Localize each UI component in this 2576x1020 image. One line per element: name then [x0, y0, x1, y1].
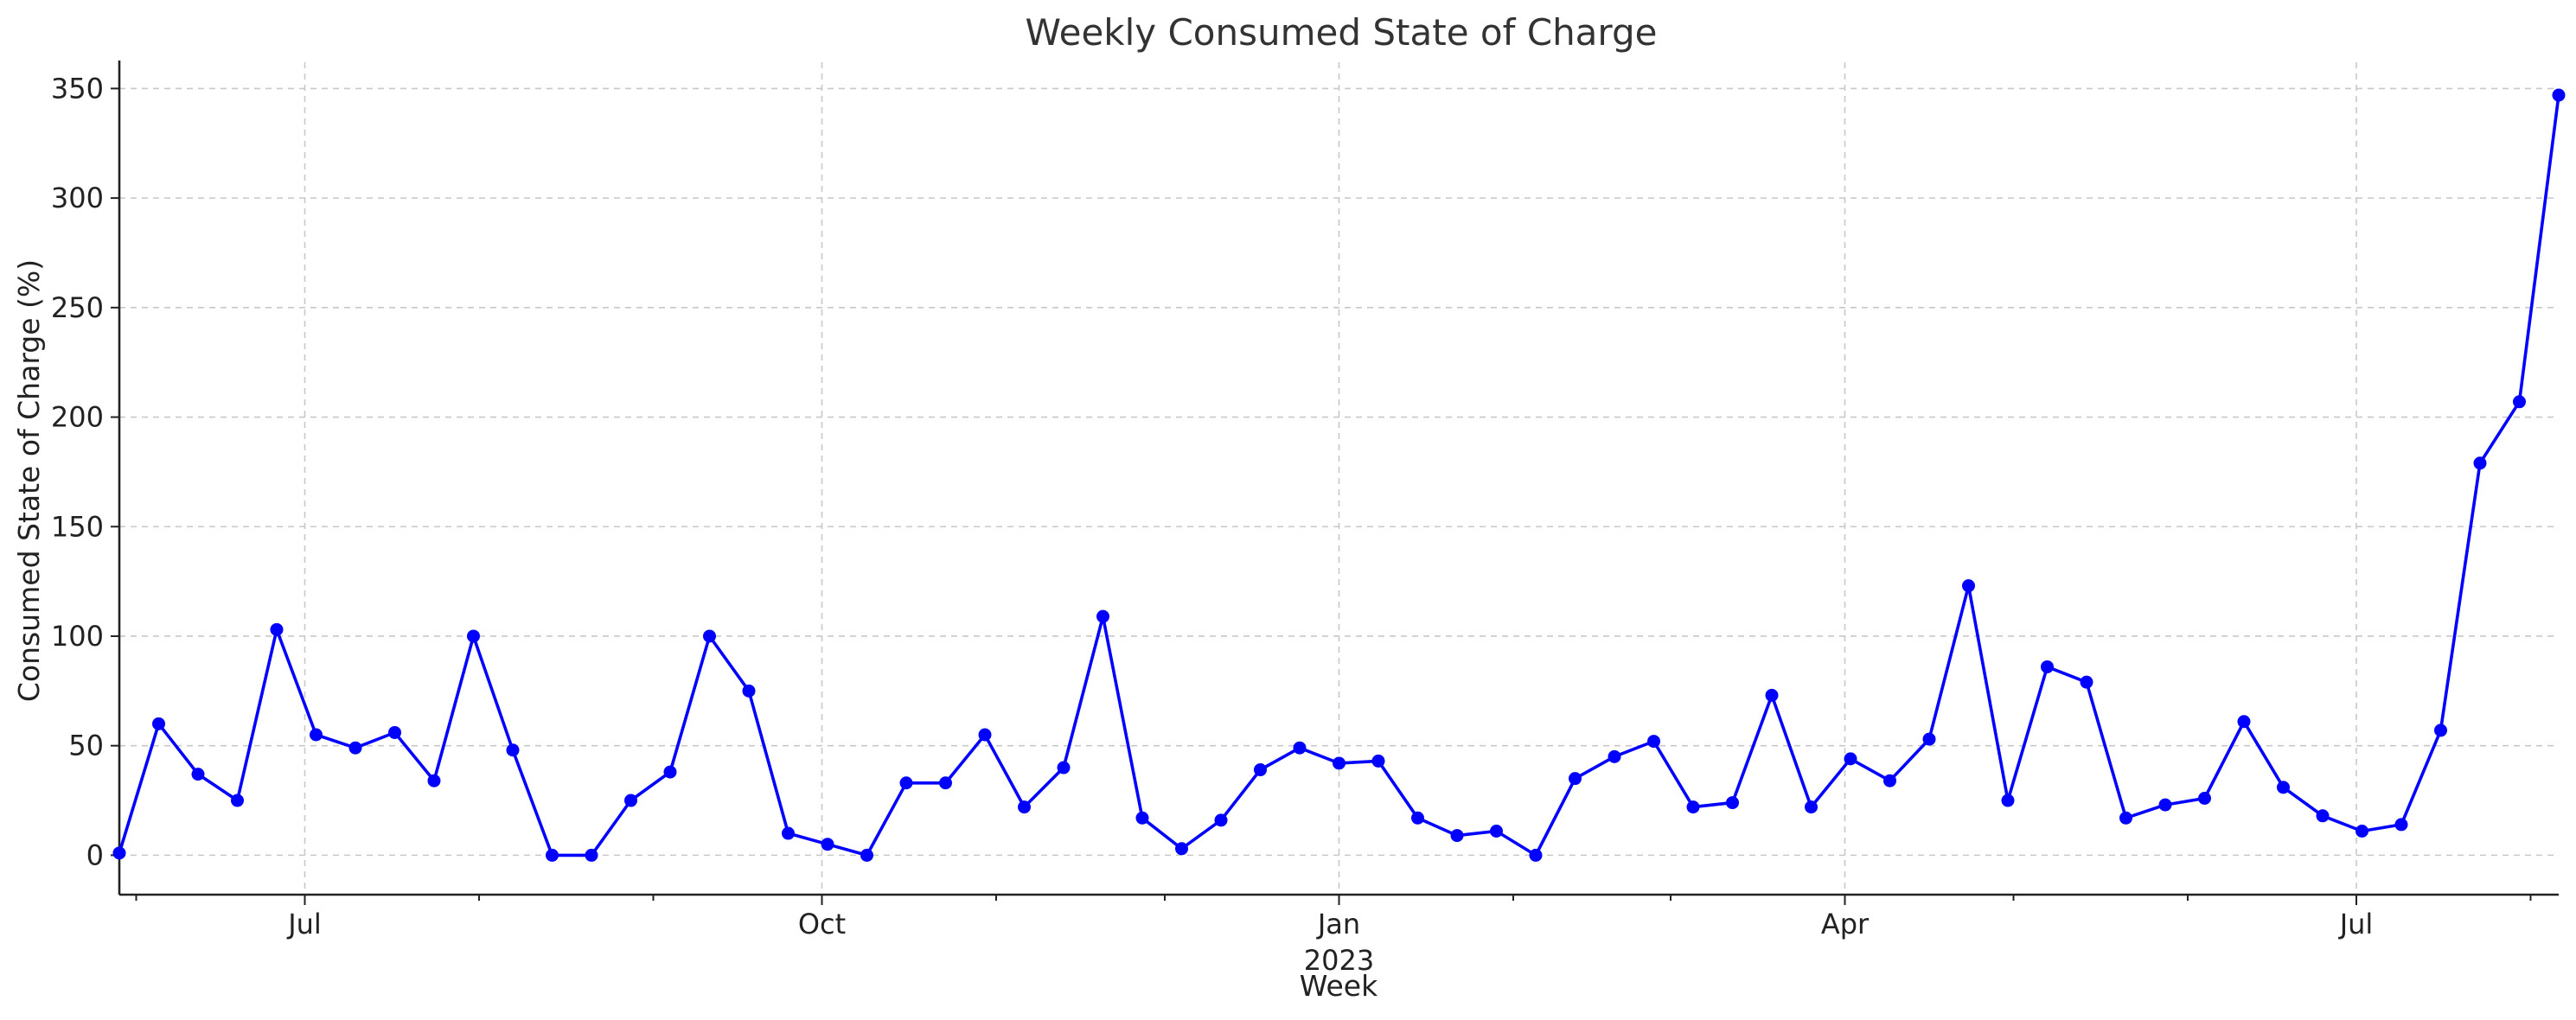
- data-point: [624, 794, 637, 807]
- x-axis-label: Week: [1300, 969, 1378, 1003]
- series-line-group: [112, 88, 2566, 862]
- x-tick-label: Apr: [1821, 908, 1870, 940]
- data-point: [585, 848, 598, 862]
- data-point: [191, 768, 205, 781]
- data-point: [2237, 715, 2251, 729]
- data-point: [782, 826, 795, 840]
- data-point: [2277, 781, 2290, 794]
- data-point: [546, 848, 559, 862]
- data-point: [1726, 796, 1739, 810]
- grid: [119, 62, 2559, 895]
- data-point: [2316, 809, 2330, 823]
- y-tick-label: 350: [51, 72, 104, 105]
- y-tick-label: 150: [51, 510, 104, 543]
- data-point: [1765, 688, 1779, 702]
- data-point: [2001, 794, 2015, 807]
- data-point: [1922, 732, 1936, 746]
- data-point: [1333, 756, 1346, 770]
- data-point: [939, 776, 952, 790]
- y-tick-label: 300: [51, 182, 104, 214]
- data-point: [1018, 800, 1031, 814]
- data-point: [860, 848, 873, 862]
- data-point: [1962, 579, 1975, 593]
- data-point: [2119, 811, 2132, 825]
- data-point: [231, 794, 244, 807]
- data-point: [1529, 848, 1543, 862]
- data-point: [663, 765, 677, 779]
- x-tick-sublabel: 2023: [1304, 944, 1374, 977]
- y-tick-label: 0: [86, 838, 104, 871]
- data-point: [1647, 735, 1660, 749]
- data-point: [2198, 791, 2211, 805]
- x-tick-label: Jul: [286, 908, 322, 940]
- data-point: [978, 728, 992, 742]
- data-point: [270, 622, 284, 636]
- data-point: [1135, 811, 1149, 825]
- data-point: [1883, 774, 1896, 787]
- axes: 0 50 100 150 200 250 300 350 Jul Oct Jan 2023 Apr Jul: [51, 61, 2559, 977]
- data-point: [2552, 88, 2566, 102]
- data-point: [310, 728, 323, 742]
- data-point: [348, 741, 362, 755]
- data-point: [1293, 741, 1307, 755]
- x-tick-label: Jul: [2338, 908, 2374, 940]
- data-point: [1175, 842, 1188, 856]
- x-tick-label: Jan: [1316, 908, 1360, 940]
- data-point: [1057, 761, 1071, 775]
- data-point: [2355, 825, 2368, 838]
- data-point: [1214, 813, 1228, 827]
- data-point: [1371, 754, 1385, 768]
- data-point: [1450, 829, 1464, 843]
- data-point: [899, 776, 913, 790]
- data-point: [1096, 609, 1109, 623]
- data-point: [2513, 395, 2526, 409]
- data-point: [742, 684, 756, 698]
- data-point: [703, 629, 716, 643]
- chart-title: Weekly Consumed State of Charge: [1026, 11, 1658, 54]
- x-tick-label: Oct: [798, 908, 846, 940]
- data-point: [2041, 660, 2054, 673]
- data-point: [427, 774, 441, 787]
- data-point: [1569, 772, 1582, 786]
- data-point: [1686, 800, 1700, 814]
- data-point: [2394, 818, 2408, 832]
- y-tick-label: 250: [51, 291, 104, 324]
- y-tick-label: 50: [68, 730, 104, 762]
- data-point: [112, 846, 126, 860]
- data-point: [821, 838, 834, 851]
- data-point: [1411, 811, 1424, 825]
- data-point: [1844, 752, 1857, 766]
- data-point: [388, 725, 401, 739]
- data-point: [1805, 800, 1818, 814]
- data-point: [2158, 798, 2172, 812]
- data-point: [1608, 749, 1621, 763]
- data-point: [1490, 825, 1503, 838]
- data-point: [2434, 724, 2447, 737]
- y-axis-label: Consumed State of Charge (%): [12, 259, 46, 702]
- data-point: [2473, 456, 2487, 470]
- data-point: [152, 717, 165, 730]
- y-tick-label: 100: [51, 620, 104, 653]
- data-point: [467, 629, 480, 643]
- y-tick-label: 200: [51, 401, 104, 434]
- data-point: [506, 743, 520, 757]
- data-point: [1254, 763, 1267, 777]
- data-point: [2080, 675, 2093, 689]
